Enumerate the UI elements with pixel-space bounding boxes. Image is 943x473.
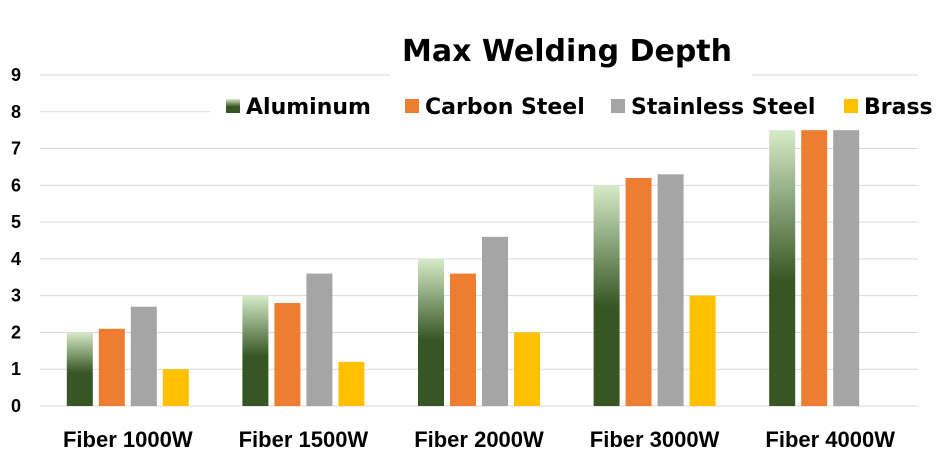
bar-stainless-steel-3 <box>657 174 684 406</box>
bar-brass-3 <box>689 295 716 406</box>
y-tick-label: 9 <box>11 65 21 85</box>
bars <box>66 130 860 406</box>
bar-aluminum-0 <box>66 332 93 406</box>
legend-swatch-brass <box>844 99 858 113</box>
bar-brass-2 <box>514 332 540 406</box>
y-tick-label: 2 <box>11 322 21 342</box>
y-tick-label: 1 <box>11 359 21 379</box>
y-tick-label: 8 <box>11 102 21 122</box>
x-category-label: Fiber 1000W <box>63 427 193 452</box>
bar-stainless-steel-0 <box>130 306 157 406</box>
legend: Aluminum Carbon Steel Stainless Steel Brass <box>210 86 935 128</box>
bar-carbon-steel-0 <box>98 328 125 406</box>
bar-aluminum-2 <box>418 258 444 406</box>
legend-swatch-carbon-steel <box>405 99 419 113</box>
x-category-label: Fiber 1500W <box>239 427 369 452</box>
y-tick-label: 6 <box>11 175 21 195</box>
legend-label: Stainless Steel <box>631 95 815 120</box>
bar-aluminum-4 <box>769 130 796 406</box>
chart-title: Max Welding Depth <box>402 34 732 69</box>
x-category-label: Fiber 2000W <box>414 427 544 452</box>
bar-carbon-steel-3 <box>625 177 652 406</box>
bar-aluminum-1 <box>242 295 269 406</box>
y-tick-label: 0 <box>11 396 21 416</box>
legend-background <box>210 86 935 128</box>
bar-brass-0 <box>162 369 189 406</box>
x-axis-categories: Fiber 1000W Fiber 1500W Fiber 2000W Fiber 3… <box>63 427 895 452</box>
x-category-label: Fiber 3000W <box>590 427 720 452</box>
bar-carbon-steel-1 <box>274 303 301 406</box>
legend-label: Brass <box>864 95 933 120</box>
bar-stainless-steel-4 <box>833 130 860 406</box>
y-tick-label: 5 <box>11 212 21 232</box>
legend-swatch-aluminum <box>226 99 240 113</box>
y-tick-label: 3 <box>11 286 21 306</box>
bar-carbon-steel-2 <box>450 273 476 406</box>
title-background <box>390 28 752 76</box>
y-tick-label: 7 <box>11 139 21 159</box>
y-tick-label: 4 <box>11 249 21 269</box>
legend-label: Aluminum <box>246 95 371 120</box>
bar-stainless-steel-2 <box>482 236 508 406</box>
bar-brass-1 <box>338 361 365 406</box>
bar-carbon-steel-4 <box>801 130 828 406</box>
y-axis-ticks: 0 1 2 3 4 5 6 7 8 9 <box>11 65 21 416</box>
x-category-label: Fiber 4000W <box>765 427 895 452</box>
legend-swatch-stainless-steel <box>611 99 625 113</box>
bar-stainless-steel-1 <box>306 273 333 406</box>
bar-aluminum-3 <box>593 185 620 406</box>
legend-label: Carbon Steel <box>425 95 585 120</box>
